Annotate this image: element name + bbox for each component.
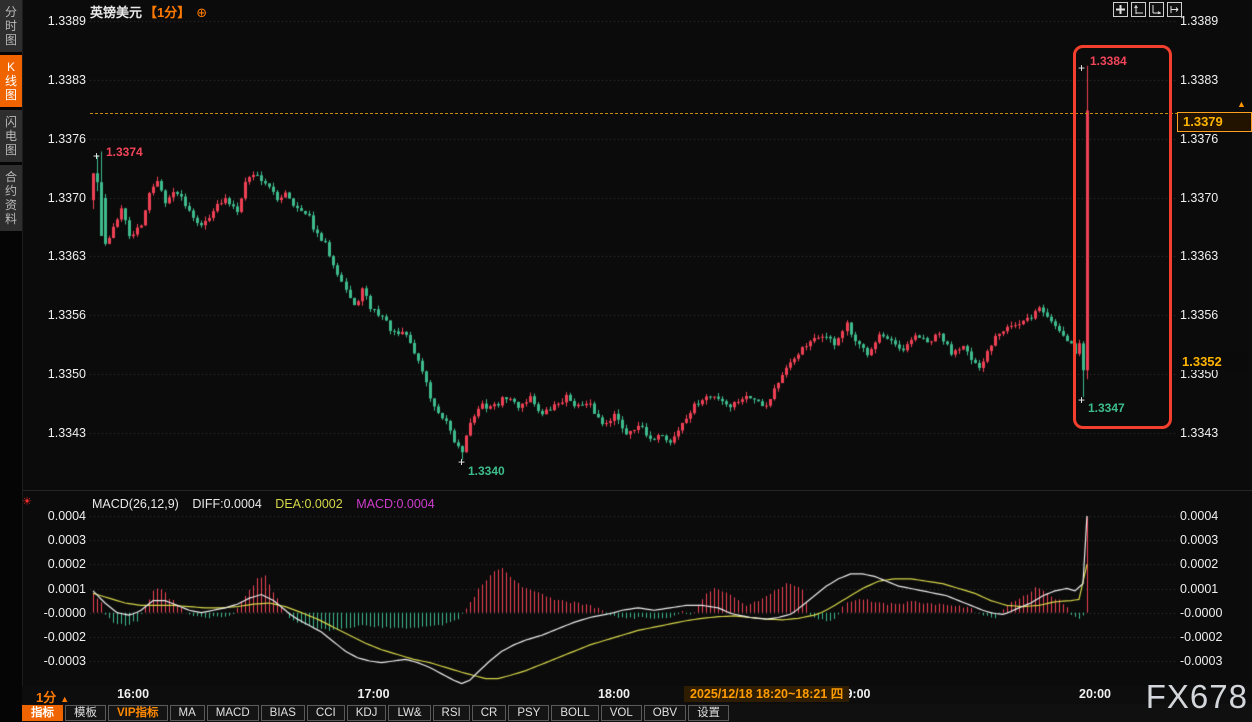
indicator-tab-VOL[interactable]: VOL: [600, 705, 642, 721]
indicator-tab-模板[interactable]: 模板: [65, 705, 106, 721]
price-axis-label: 1.3363: [1180, 249, 1219, 264]
spike-highlight-box: [1073, 45, 1172, 429]
indicator-sun-icon[interactable]: ☀: [22, 496, 32, 508]
price-axis-label: 1.3343: [47, 426, 86, 440]
current-price-line: [90, 113, 1238, 114]
period-tag-title: 【1分】: [144, 5, 191, 20]
macd-axis-label: 0.0003: [1180, 533, 1219, 548]
move-icon[interactable]: [1113, 2, 1128, 17]
x-axis-scale-icon[interactable]: [1149, 2, 1164, 17]
indicator-tab-VIP指标[interactable]: VIP指标: [108, 705, 168, 721]
macd-axis-label: -0.0000: [43, 605, 86, 620]
brand-watermark: FX678: [1145, 678, 1248, 715]
time-axis-label: 16:00: [117, 687, 150, 701]
price-axis-label: 1.3356: [47, 308, 86, 323]
time-axis-label: 17:00: [357, 687, 390, 701]
price-axis-label: 1.3389: [1180, 14, 1219, 28]
crosshair-marker: [1078, 396, 1085, 404]
indicator-tab-RSI[interactable]: RSI: [432, 705, 470, 721]
local-high-label: 1.3374: [106, 145, 143, 159]
price-axis-label: 1.3389: [47, 14, 86, 28]
crosshair-marker: [1078, 64, 1085, 72]
crosshair-marker: [458, 458, 465, 466]
pan-right-icon[interactable]: [1167, 2, 1182, 17]
macd-params: MACD(26,12,9): [92, 497, 179, 511]
indicator-tab-BOLL[interactable]: BOLL: [551, 705, 599, 721]
indicator-tab-BIAS[interactable]: BIAS: [260, 705, 305, 721]
macd-axis-label: 0.0001: [1180, 581, 1219, 596]
indicator-tab-CCI[interactable]: CCI: [306, 705, 345, 721]
macd-axis-label: -0.0000: [1180, 605, 1223, 620]
panel-separator: [22, 490, 1252, 491]
price-axis-label: 1.3370: [1180, 190, 1219, 205]
indicator-tab-LW&[interactable]: LW&: [388, 705, 431, 721]
time-axis: 1分 ▲ 2025/12/18 18:20~18:21 四 16:00 17:00 1…: [22, 686, 1252, 706]
price-axis-label: 1.3376: [47, 131, 86, 146]
macd-axis-label: 0.0003: [47, 533, 86, 548]
indicator-tab-bar: 指标 模板 VIP指标 MA MACD BIAS CCI KDJ LW& RSI CR PSY BOLL…: [22, 704, 1252, 722]
chart-toolbar: [1113, 2, 1182, 17]
price-axis-label: 1.3370: [47, 190, 86, 205]
period-selector[interactable]: 1分 ▲: [36, 687, 69, 706]
indicator-tab-MACD[interactable]: MACD: [206, 705, 259, 721]
macd-axis-label: -0.0003: [1180, 654, 1223, 669]
macd-axis-label: -0.0003: [43, 654, 86, 669]
symbol-title: 英镑美元: [90, 5, 143, 20]
macd-axis-label: 0.0001: [47, 581, 86, 596]
current-price-marker-icon: ▲: [1237, 99, 1246, 109]
y-axis-scale-icon[interactable]: [1131, 2, 1146, 17]
indicator-tab-OBV[interactable]: OBV: [643, 705, 687, 721]
price-axis-label: 1.3350: [1180, 367, 1219, 382]
alt-price-badge: 1.3352: [1177, 353, 1248, 370]
time-axis-label: 18:00: [598, 687, 631, 701]
chart-title: 英镑美元 【1分】 ⊕: [90, 2, 207, 21]
spike-high-label: 1.3384: [1090, 54, 1127, 68]
price-axis-label: 1.3383: [1180, 72, 1219, 87]
macd-axis-label: 0.0002: [47, 557, 86, 572]
price-axis-label: 1.3343: [1180, 426, 1219, 440]
candle-date-tooltip: 2025/12/18 18:20~18:21 四: [684, 686, 850, 702]
macd-axis-label: -0.0002: [43, 629, 86, 644]
macd-axis-label: -0.0002: [1180, 629, 1223, 644]
sidebar-tab-4[interactable]: 合约资料: [0, 165, 22, 231]
indicator-tab-指标[interactable]: 指标: [22, 705, 63, 721]
macd-axis-label: 0.0002: [1180, 557, 1219, 572]
indicator-tab-CR[interactable]: CR: [471, 705, 507, 721]
spike-low-label: 1.3347: [1088, 401, 1125, 415]
indicator-tab-KDJ[interactable]: KDJ: [346, 705, 387, 721]
sidebar-tab-3[interactable]: 闪电图: [0, 110, 22, 162]
indicator-tab-MA[interactable]: MA: [169, 705, 205, 721]
price-axis-label: 1.3350: [47, 367, 86, 382]
price-axis-label: 1.3356: [1180, 308, 1219, 323]
price-axis-label: 1.3383: [47, 72, 86, 87]
macd-dea-value: DEA:0.0002: [275, 497, 343, 511]
macd-axis-label: 0.0004: [47, 509, 86, 523]
period-arrow-icon: ▲: [60, 694, 70, 704]
time-axis-label: 20:00: [1079, 687, 1111, 701]
last-price-badge: 1.3379: [1177, 112, 1252, 132]
add-symbol-icon[interactable]: ⊕: [196, 5, 208, 20]
macd-diff-value: DIFF:0.0004: [192, 497, 262, 511]
macd-legend: MACD(26,12,9) DIFF:0.0004 DEA:0.0002 MAC…: [92, 497, 445, 511]
session-low-label: 1.3340: [468, 464, 505, 478]
macd-axis-label: 0.0004: [1180, 509, 1219, 523]
crosshair-marker: [93, 152, 100, 160]
indicator-tab-设置[interactable]: 设置: [688, 705, 730, 721]
macd-macd-value: MACD:0.0004: [356, 497, 435, 511]
period-label: 1分: [36, 690, 57, 705]
sidebar-tab-1[interactable]: 分时图: [0, 0, 22, 52]
indicator-tab-PSY[interactable]: PSY: [508, 705, 550, 721]
price-axis-label: 1.3376: [1180, 131, 1219, 146]
price-axis-label: 1.3363: [47, 249, 86, 264]
